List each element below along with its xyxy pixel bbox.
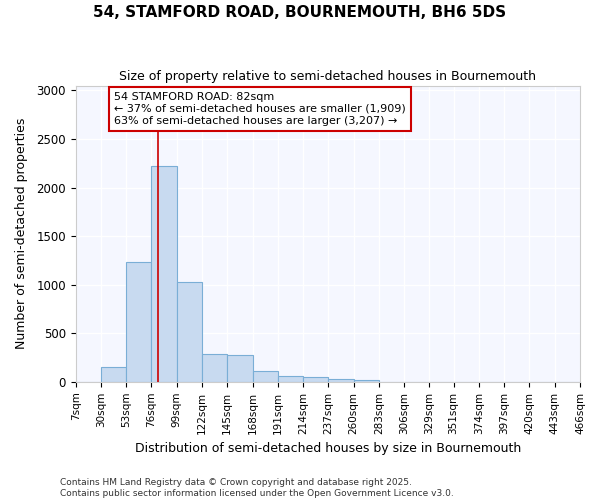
- Bar: [151, 166, 177, 382]
- Title: Size of property relative to semi-detached houses in Bournemouth: Size of property relative to semi-detach…: [119, 70, 536, 83]
- Bar: [177, 282, 202, 382]
- Bar: [328, 379, 353, 382]
- Bar: [278, 376, 303, 382]
- Bar: [353, 380, 379, 382]
- Y-axis label: Number of semi-detached properties: Number of semi-detached properties: [15, 118, 28, 350]
- Bar: [253, 371, 278, 382]
- Text: Contains HM Land Registry data © Crown copyright and database right 2025.
Contai: Contains HM Land Registry data © Crown c…: [60, 478, 454, 498]
- X-axis label: Distribution of semi-detached houses by size in Bournemouth: Distribution of semi-detached houses by …: [135, 442, 521, 455]
- Bar: [202, 354, 227, 382]
- Bar: [303, 377, 328, 382]
- Bar: [101, 367, 126, 382]
- Text: 54 STAMFORD ROAD: 82sqm
← 37% of semi-detached houses are smaller (1,909)
63% of: 54 STAMFORD ROAD: 82sqm ← 37% of semi-de…: [114, 92, 406, 126]
- Bar: [126, 262, 151, 382]
- Text: 54, STAMFORD ROAD, BOURNEMOUTH, BH6 5DS: 54, STAMFORD ROAD, BOURNEMOUTH, BH6 5DS: [94, 5, 506, 20]
- Bar: [227, 354, 253, 382]
